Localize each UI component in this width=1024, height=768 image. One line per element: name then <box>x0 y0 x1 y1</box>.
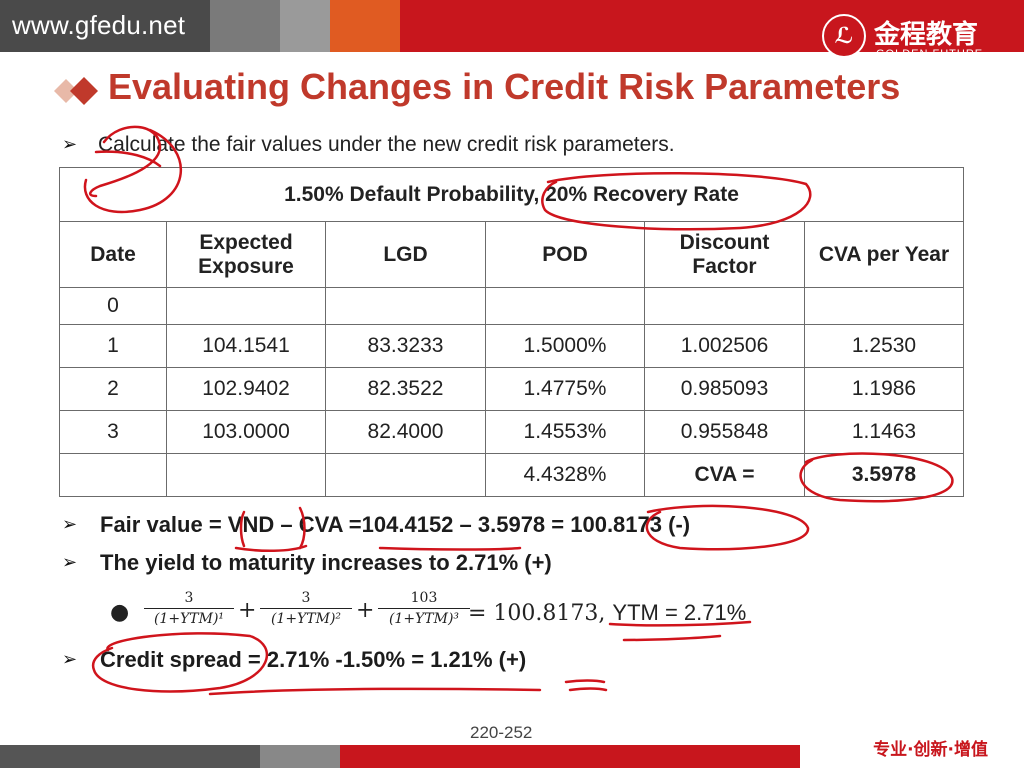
term-numerator: 3 <box>184 590 194 606</box>
table-cell: 1.4775% <box>485 367 645 411</box>
term-numerator: 103 <box>410 590 438 606</box>
table-cell: 1.2530 <box>804 324 964 368</box>
logo-emblem-icon: ℒ <box>822 14 866 58</box>
table-row: 2 102.9402 82.3522 1.4775% 0.985093 1.19… <box>59 367 964 411</box>
cva-total-cell: 3.5978 <box>804 453 964 497</box>
table-cell <box>485 287 645 325</box>
plus-sign: + <box>356 598 375 623</box>
table-cell <box>166 453 326 497</box>
arrow-bullet-icon: ➢ <box>62 552 78 572</box>
table-cell: 0.955848 <box>644 410 805 454</box>
term-numerator: 3 <box>301 590 311 606</box>
table-cell: 83.3233 <box>325 324 486 368</box>
column-header: POD <box>485 221 645 288</box>
table-cell <box>59 453 167 497</box>
term-denominator: (1+YTM)² <box>270 611 342 627</box>
band-segment <box>330 0 400 52</box>
table-cell: 104.1541 <box>166 324 326 368</box>
cva-label-cell: CVA = <box>644 453 805 497</box>
cva-table: 1.50% Default Probability, 20% Recovery … <box>59 167 964 497</box>
dot-bullet-icon: ● <box>110 600 130 625</box>
table-cell <box>325 453 486 497</box>
pod-total-cell: 4.4328% <box>485 453 645 497</box>
column-header: Date <box>59 221 167 288</box>
arrow-bullet-icon: ➢ <box>62 649 78 669</box>
footer-band <box>0 745 1024 768</box>
page-number: 220-252 <box>470 723 533 742</box>
table-cell: 1.4553% <box>485 410 645 454</box>
title-diamond-icon <box>54 77 98 105</box>
fair-value-line: Fair value = VND – CVA =104.4152 – 3.597… <box>100 512 691 537</box>
table-cell: 1 <box>59 324 167 368</box>
column-header: CVA per Year <box>804 221 964 288</box>
table-cell: 1.5000% <box>485 324 645 368</box>
table-banner: 1.50% Default Probability, 20% Recovery … <box>59 167 964 222</box>
formula-term: 3 (1+YTM)² <box>260 590 352 627</box>
band-segment <box>0 0 210 52</box>
table-row: 1 104.1541 83.3233 1.5000% 1.002506 1.25… <box>59 324 964 368</box>
band-segment <box>280 0 330 52</box>
column-header: Expected Exposure <box>166 221 326 288</box>
table-total-row: 4.4328% CVA = 3.5978 <box>59 453 964 497</box>
table-cell: 1.1463 <box>804 410 964 454</box>
plus-sign: + <box>238 598 257 623</box>
slide-title: Evaluating Changes in Credit Risk Parame… <box>108 66 901 107</box>
table-cell: 103.0000 <box>166 410 326 454</box>
table-row: 0 <box>59 287 964 325</box>
formula-result-value: = 100.8173, <box>468 601 606 626</box>
table-cell: 1.1986 <box>804 367 964 411</box>
formula-term: 103 (1+YTM)³ <box>378 590 470 627</box>
brand-name-en: GOLDEN FUTURE <box>876 48 984 60</box>
table-header-row: Date Expected Exposure LGD POD Discount … <box>59 221 964 288</box>
site-url: www.gfedu.net <box>12 10 186 40</box>
table-cell: 3 <box>59 410 167 454</box>
table-cell: 2 <box>59 367 167 411</box>
term-denominator: (1+YTM)¹ <box>153 611 225 627</box>
table-row: 3 103.0000 82.4000 1.4553% 0.955848 1.14… <box>59 410 964 454</box>
table-cell <box>644 287 805 325</box>
ytm-result: YTM = 2.71% <box>612 600 747 625</box>
arrow-bullet-icon: ➢ <box>62 514 78 534</box>
table-cell: 1.002506 <box>644 324 805 368</box>
table-cell: 0.985093 <box>644 367 805 411</box>
column-header: Discount Factor <box>644 221 805 288</box>
table-cell: 102.9402 <box>166 367 326 411</box>
table-cell: 82.3522 <box>325 367 486 411</box>
arrow-bullet-icon: ➢ <box>62 134 78 154</box>
table-cell: 82.4000 <box>325 410 486 454</box>
column-header: LGD <box>325 221 486 288</box>
ytm-line: The yield to maturity increases to 2.71%… <box>100 550 552 575</box>
term-denominator: (1+YTM)³ <box>388 611 460 627</box>
table-cell <box>325 287 486 325</box>
brand-logo: ℒ 金程教育 GOLDEN FUTURE <box>822 14 1002 66</box>
table-cell <box>166 287 326 325</box>
credit-spread-line: Credit spread = 2.71% -1.50% = 1.21% (+) <box>100 647 527 672</box>
table-cell <box>804 287 964 325</box>
formula-term: 3 (1+YTM)¹ <box>144 590 234 627</box>
footer-slogan: 专业·创新·增值 <box>873 740 988 760</box>
band-segment <box>210 0 280 52</box>
intro-text: Calculate the fair values under the new … <box>98 133 675 156</box>
header-band: www.gfedu.net ℒ 金程教育 GOLDEN FUTURE <box>0 0 1024 60</box>
brand-name-cn: 金程教育 <box>874 20 979 50</box>
formula-result: = 100.8173, YTM = 2.71% <box>468 600 746 626</box>
table-cell: 0 <box>59 287 167 325</box>
band-segment <box>400 0 1024 52</box>
